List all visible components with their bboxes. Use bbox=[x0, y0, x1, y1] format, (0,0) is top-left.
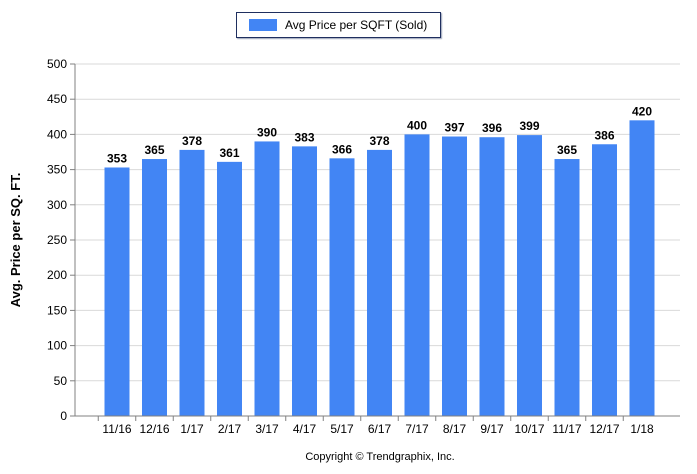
x-tick-label: 4/17 bbox=[293, 422, 317, 436]
y-tick-label: 50 bbox=[54, 374, 68, 388]
bar bbox=[367, 149, 392, 416]
y-axis-ticks: 0 50 100 150 200 250 300 350 400 450 500 bbox=[47, 57, 75, 423]
x-tick-label: 3/17 bbox=[255, 422, 279, 436]
data-label: 420 bbox=[632, 104, 652, 118]
data-label: 396 bbox=[482, 121, 502, 135]
x-tick-label: 12/17 bbox=[589, 422, 619, 436]
data-label: 378 bbox=[369, 134, 389, 148]
y-tick-label: 100 bbox=[47, 339, 67, 353]
data-labels: 353 365 378 361 390 383 366 378 400 397 396 399 365 3… bbox=[107, 104, 652, 165]
bar bbox=[629, 120, 655, 416]
x-tick-label: 5/17 bbox=[330, 422, 354, 436]
bar bbox=[404, 134, 430, 416]
bar bbox=[517, 135, 542, 416]
bar bbox=[292, 146, 317, 417]
copyright-text: Copyright © Trendgraphix, Inc. bbox=[305, 451, 454, 463]
y-tick-label: 150 bbox=[47, 303, 67, 317]
x-tick-label: 6/17 bbox=[368, 422, 392, 436]
bar bbox=[442, 136, 467, 416]
y-tick-label: 0 bbox=[60, 409, 67, 423]
x-tick-label: 9/17 bbox=[480, 422, 504, 436]
x-axis-ticks: 11/16 12/16 1/17 2/17 3/17 4/17 5/17 6/17 7/17 8/… bbox=[97, 416, 654, 436]
data-label: 390 bbox=[257, 125, 277, 139]
data-label: 353 bbox=[107, 151, 127, 165]
bar bbox=[104, 167, 130, 416]
y-tick-label: 400 bbox=[47, 127, 67, 141]
y-tick-label: 450 bbox=[47, 92, 67, 106]
y-tick-label: 250 bbox=[47, 233, 67, 247]
x-tick-label: 1/17 bbox=[180, 422, 204, 436]
x-tick-label: 7/17 bbox=[405, 422, 429, 436]
data-label: 399 bbox=[519, 119, 539, 133]
bar bbox=[142, 159, 167, 417]
y-tick-label: 300 bbox=[47, 198, 67, 212]
legend-swatch bbox=[249, 19, 277, 31]
y-tick-label: 200 bbox=[47, 268, 67, 282]
data-label: 365 bbox=[557, 143, 577, 157]
bar bbox=[179, 149, 205, 416]
data-label: 378 bbox=[182, 134, 202, 148]
x-tick-label: 10/17 bbox=[514, 422, 544, 436]
data-label: 386 bbox=[594, 128, 614, 142]
x-tick-label: 12/16 bbox=[139, 422, 169, 436]
bar bbox=[554, 159, 580, 417]
data-label: 397 bbox=[444, 121, 464, 135]
y-tick-label: 500 bbox=[47, 57, 67, 71]
data-label: 400 bbox=[407, 118, 427, 132]
bar bbox=[479, 137, 505, 416]
x-tick-label: 11/16 bbox=[102, 422, 131, 436]
bar bbox=[254, 141, 280, 416]
bars bbox=[104, 120, 655, 417]
x-tick-label: 1/18 bbox=[630, 422, 654, 436]
legend-label: Avg Price per SQFT (Sold) bbox=[285, 18, 428, 32]
legend: Avg Price per SQFT (Sold) bbox=[236, 12, 441, 38]
data-label: 361 bbox=[219, 146, 239, 160]
data-label: 365 bbox=[144, 143, 164, 157]
y-tick-label: 350 bbox=[47, 163, 67, 177]
x-tick-label: 8/17 bbox=[443, 422, 467, 436]
bar bbox=[592, 144, 617, 417]
bar bbox=[329, 158, 355, 416]
data-label: 383 bbox=[294, 130, 314, 144]
data-label: 366 bbox=[332, 142, 352, 156]
x-tick-label: 2/17 bbox=[218, 422, 242, 436]
x-tick-label: 11/17 bbox=[552, 422, 581, 436]
y-axis-label: Avg. Price per SQ. FT. bbox=[8, 173, 23, 308]
bar bbox=[217, 161, 242, 416]
